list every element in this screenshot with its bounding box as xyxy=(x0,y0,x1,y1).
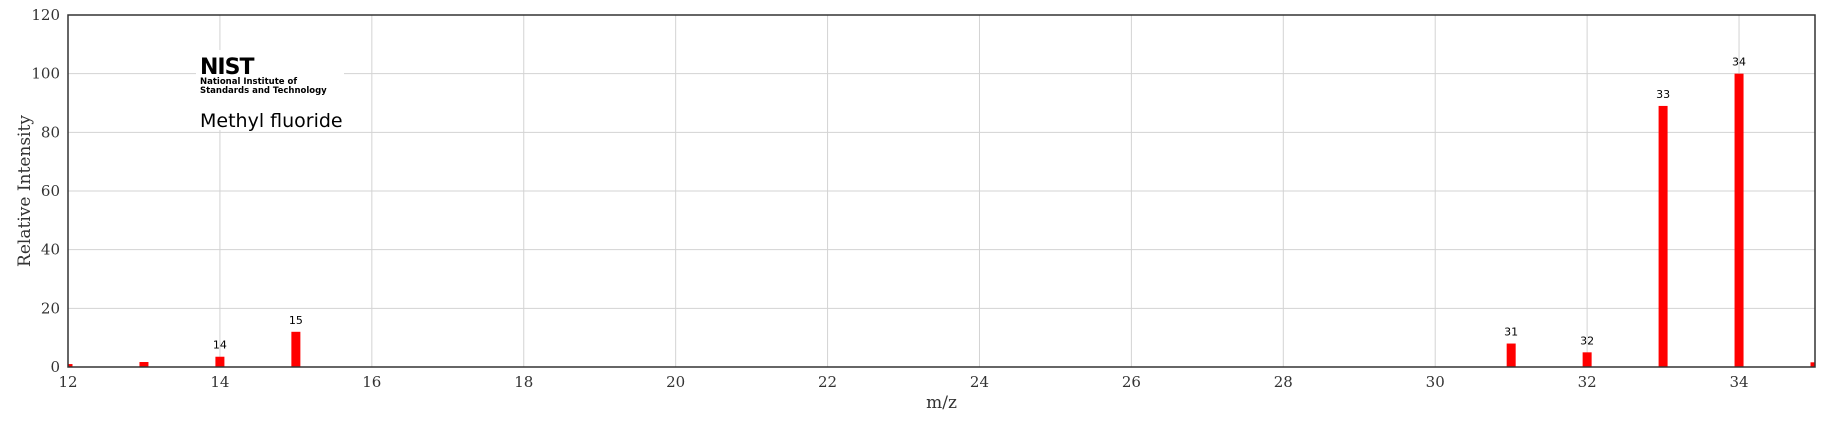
peak-label: 34 xyxy=(1732,56,1746,69)
peak-label: 14 xyxy=(213,339,227,352)
x-tick-label: 30 xyxy=(1426,373,1445,391)
x-tick-label: 34 xyxy=(1729,373,1748,391)
x-tick-label: 16 xyxy=(362,373,381,391)
x-tick-label: 24 xyxy=(970,373,989,391)
y-tick-label: 60 xyxy=(41,182,60,200)
nist-logo-line2: Standards and Technology xyxy=(200,86,327,96)
x-tick-label: 32 xyxy=(1578,373,1597,391)
peak-label: 32 xyxy=(1580,334,1594,347)
y-tick-label: 100 xyxy=(31,65,60,83)
peak-bar xyxy=(1810,362,1815,367)
peak-bar xyxy=(139,362,149,367)
x-axis-title: m/z xyxy=(926,393,957,413)
x-tick-label: 18 xyxy=(514,373,533,391)
peak-bar xyxy=(68,364,73,367)
peak-label: 31 xyxy=(1504,326,1518,339)
peak-bar xyxy=(1506,343,1516,367)
x-tick-label: 28 xyxy=(1274,373,1293,391)
peak-bar xyxy=(1734,73,1744,368)
peak-label: 33 xyxy=(1656,88,1670,101)
nist-logo-line1: National Institute of xyxy=(200,77,297,87)
x-tick-label: 22 xyxy=(818,373,837,391)
peak-bar xyxy=(1582,352,1592,367)
plot-frame xyxy=(67,14,1816,368)
y-axis-ticks: 0 20 40 60 80 100 120 xyxy=(31,6,60,376)
compound-name: Methyl fluoride xyxy=(200,110,343,132)
peak-bar xyxy=(1658,105,1668,367)
y-tick-label: 80 xyxy=(41,123,60,141)
y-tick-label: 0 xyxy=(50,358,60,376)
x-axis-ticks: 12 14 16 18 20 22 24 26 28 30 32 34 xyxy=(58,373,1748,391)
x-tick-label: 14 xyxy=(210,373,229,391)
x-tick-label: 12 xyxy=(58,373,77,391)
peak-bar xyxy=(215,356,225,367)
y-tick-label: 20 xyxy=(41,299,60,317)
x-tick-label: 20 xyxy=(666,373,685,391)
bars xyxy=(68,73,1815,368)
x-tick-label: 26 xyxy=(1122,373,1141,391)
y-tick-label: 40 xyxy=(41,241,60,259)
peak-bar xyxy=(291,331,301,367)
y-tick-label: 120 xyxy=(31,6,60,24)
peak-label: 15 xyxy=(289,314,303,327)
bar-labels: 14 15 31 32 33 34 xyxy=(213,56,1746,352)
nist-logo-mark: NIST xyxy=(200,55,254,80)
nist-logo: NIST National Institute of Standards and… xyxy=(196,50,344,132)
y-axis-title: Relative Intensity xyxy=(15,115,35,267)
